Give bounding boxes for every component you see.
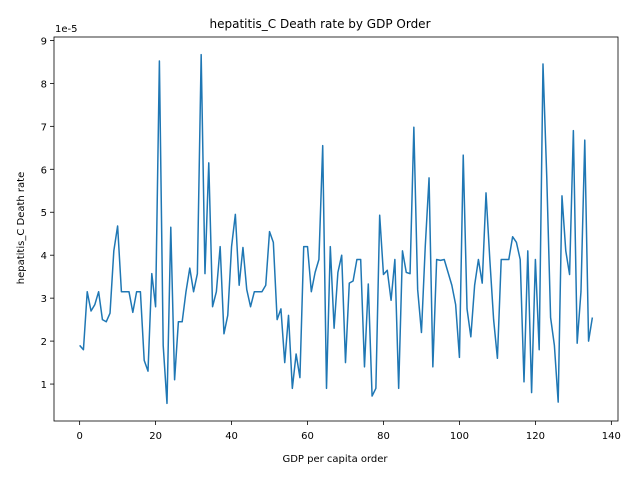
y-tick-label: 1 <box>41 380 47 391</box>
x-tick-label: 120 <box>526 431 545 442</box>
y-tick-label: 7 <box>41 122 47 133</box>
y-tick-label: 8 <box>41 79 47 90</box>
y-axis-label: hepatitis_C Death rate <box>16 172 27 284</box>
x-tick-label: 20 <box>149 431 162 442</box>
data-line <box>79 53 594 405</box>
y-tick-label: 6 <box>41 165 47 176</box>
chart-title: hepatitis_C Death rate by GDP Order <box>210 17 431 31</box>
y-tick-label: 3 <box>41 294 47 305</box>
y-tick-label: 4 <box>41 251 47 262</box>
x-tick-label: 40 <box>225 431 238 442</box>
y-tick-label: 2 <box>41 337 47 348</box>
plot-frame <box>53 36 619 422</box>
x-tick-label: 100 <box>450 431 469 442</box>
x-axis-label: GDP per capita order <box>282 454 388 465</box>
y-tick-label: 5 <box>41 208 47 219</box>
x-tick-label: 140 <box>602 431 621 442</box>
offset-label: 1e-5 <box>55 24 78 35</box>
x-tick-label: 60 <box>301 431 314 442</box>
y-tick-label: 9 <box>41 36 47 47</box>
x-tick-label: 80 <box>377 431 390 442</box>
x-tick-label: 0 <box>76 431 82 442</box>
